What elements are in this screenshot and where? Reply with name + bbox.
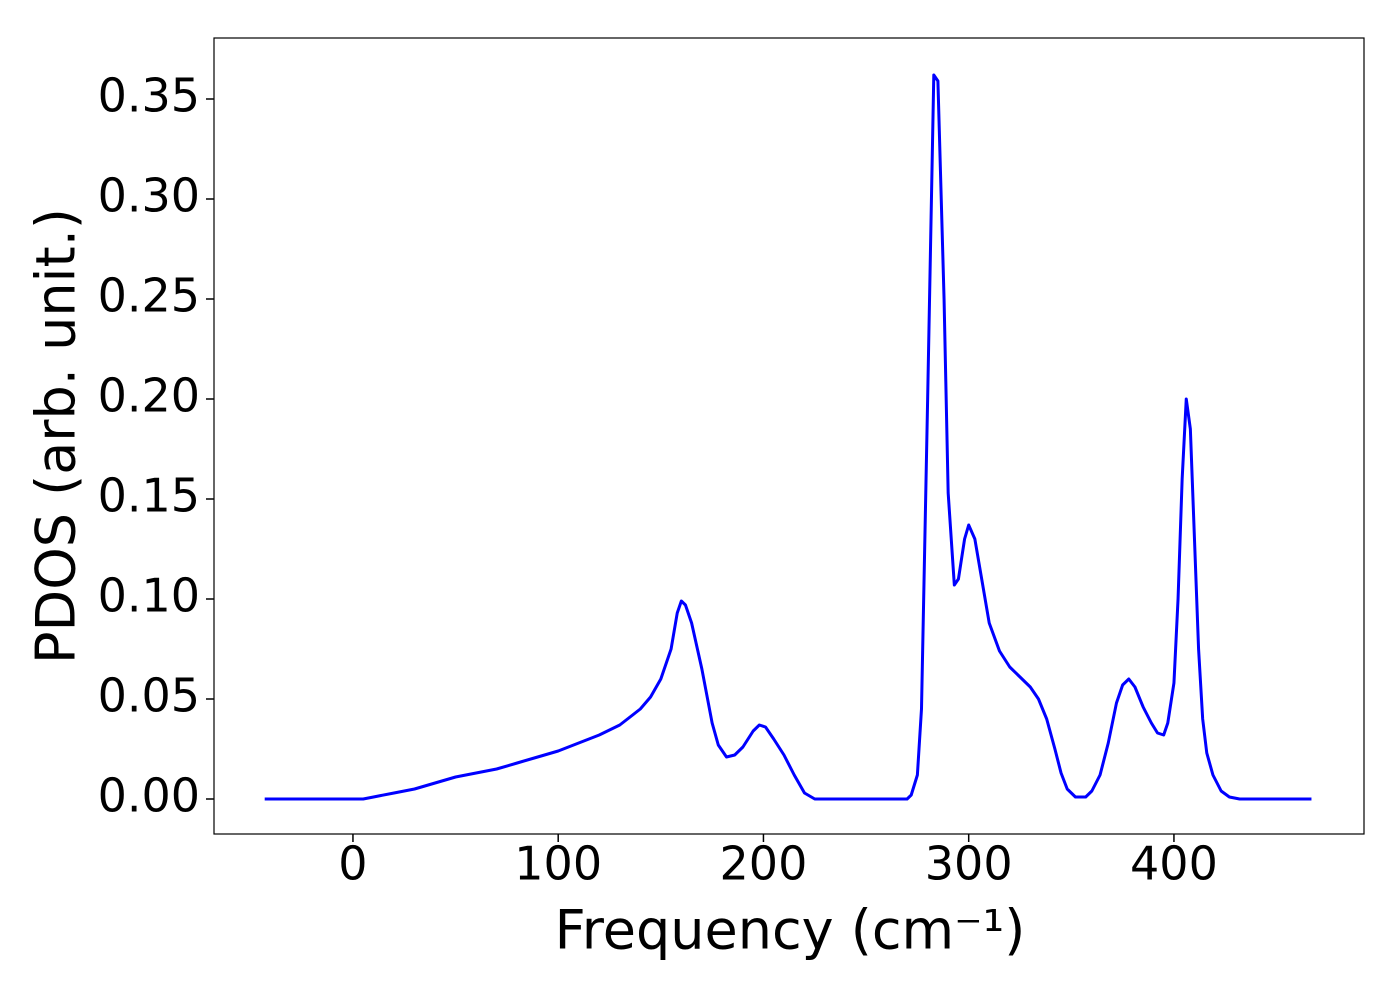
y-tick-label: 0.00: [98, 769, 200, 823]
y-tick-label: 0.05: [98, 669, 200, 723]
data-line: [264, 73, 1312, 801]
y-axis-label: PDOS (arb. unit.): [25, 208, 88, 664]
x-axis-label: Frequency (cm⁻¹): [555, 899, 1026, 962]
y-tick-label: 0.15: [98, 469, 200, 523]
y-tick-label: 0.30: [98, 169, 200, 223]
y-tick-label: 0.10: [98, 569, 200, 623]
x-tick-label: 200: [720, 837, 808, 891]
y-tick-label: 0.20: [98, 369, 200, 423]
x-tick-label: 400: [1130, 837, 1218, 891]
x-tick-label: 100: [514, 837, 602, 891]
x-tick-label: 0: [338, 837, 367, 891]
y-tick-label: 0.25: [98, 269, 200, 323]
x-tick-label: 300: [925, 837, 1013, 891]
plot-frame: [213, 37, 1365, 835]
y-tick-label: 0.35: [98, 69, 200, 123]
